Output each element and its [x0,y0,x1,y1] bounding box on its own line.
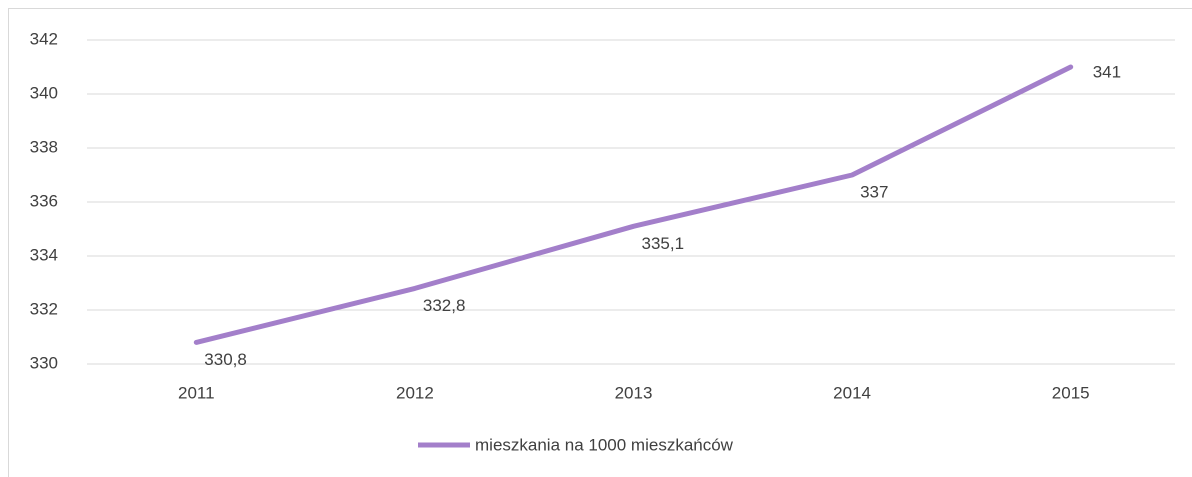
data-label: 332,8 [423,296,466,315]
y-tick-label: 342 [30,29,58,48]
chart-border [8,8,1192,477]
y-tick-label: 336 [30,191,58,210]
data-label: 335,1 [642,234,685,253]
y-tick-label: 338 [30,137,58,156]
data-label: 337 [860,182,888,201]
x-tick-label: 2013 [615,383,653,402]
x-tick-label: 2015 [1052,383,1090,402]
y-tick-label: 330 [30,353,58,372]
y-tick-label: 340 [30,83,58,102]
x-tick-label: 2014 [833,383,871,402]
y-tick-label: 332 [30,299,58,318]
x-tick-label: 2012 [396,383,434,402]
x-tick-label: 2011 [178,383,215,402]
y-tick-label: 334 [30,245,58,264]
line [193,64,1074,345]
legend-label: mieszkania na 1000 mieszkańców [475,435,734,454]
data-label: 330,8 [204,350,247,369]
data-label: 341 [1093,62,1121,81]
